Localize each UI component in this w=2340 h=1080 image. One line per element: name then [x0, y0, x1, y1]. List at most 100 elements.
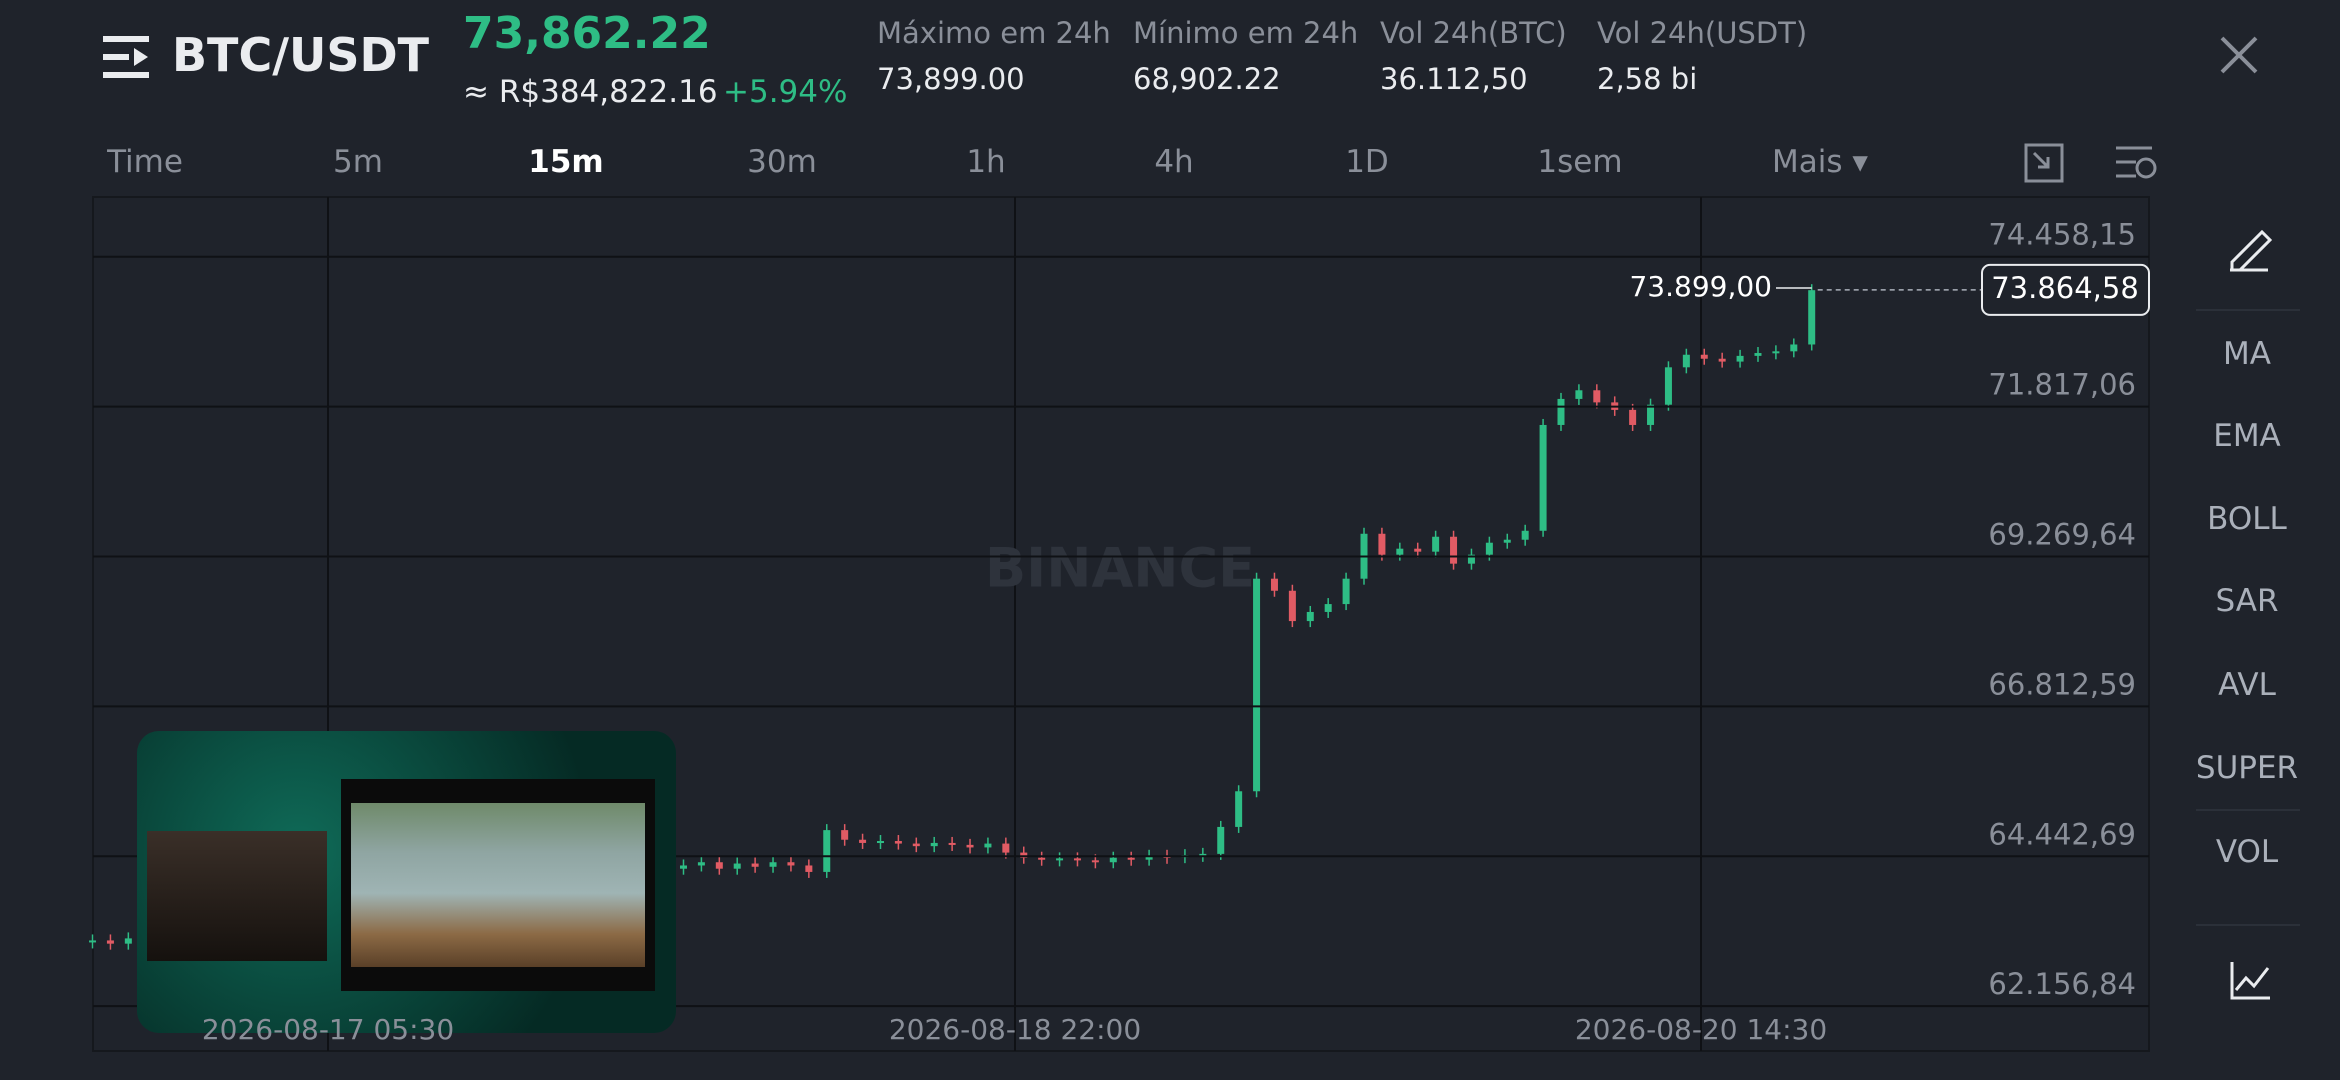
- stat-value: 2,58 bi: [1597, 62, 1698, 96]
- indicator[interactable]: BOLL: [2207, 501, 2287, 537]
- candle: [1306, 611, 1314, 622]
- stat-label: Vol 24h(BTC): [1380, 16, 1567, 50]
- candle: [1145, 855, 1153, 860]
- candle: [876, 841, 884, 844]
- interval-tab[interactable]: 1sem: [1537, 144, 1623, 180]
- video-overlay[interactable]: [137, 731, 676, 1033]
- menu-icon[interactable]: [103, 36, 149, 78]
- stat-value: 73,899.00: [877, 62, 1025, 96]
- candle: [1127, 857, 1135, 860]
- candle: [1217, 826, 1225, 854]
- interval-tab[interactable]: Time: [107, 144, 183, 180]
- y-tick-label: 71.817,06: [1988, 368, 2136, 402]
- candle: [1772, 351, 1780, 354]
- indicator[interactable]: AVL: [2218, 667, 2276, 703]
- interval-tab[interactable]: 30m: [747, 144, 817, 180]
- candle: [1700, 354, 1708, 359]
- settings-icon[interactable]: [2116, 146, 2157, 179]
- candle: [1682, 354, 1690, 368]
- video-image: [351, 803, 645, 967]
- candle: [1199, 853, 1207, 856]
- candle: [1790, 344, 1798, 352]
- candle: [1467, 554, 1475, 564]
- candle: [1109, 857, 1117, 863]
- indicator[interactable]: SUPER: [2195, 750, 2299, 786]
- fiat-price: ≈ R$384,822.16: [463, 74, 718, 110]
- candle: [1235, 791, 1243, 827]
- candle: [823, 830, 831, 872]
- candle: [1396, 548, 1404, 555]
- candle: [1038, 857, 1046, 860]
- close-icon[interactable]: [2220, 36, 2258, 74]
- stat-value: 68,902.22: [1133, 62, 1281, 96]
- candle: [1575, 390, 1583, 399]
- indicator[interactable]: EMA: [2213, 418, 2281, 454]
- candle: [1485, 542, 1493, 555]
- candle: [948, 842, 956, 845]
- candle: [1091, 860, 1099, 863]
- candle: [966, 844, 974, 848]
- change: +5.94%: [723, 74, 848, 110]
- candle: [1432, 536, 1440, 552]
- candle: [805, 865, 813, 872]
- indicator[interactable]: MA: [2223, 336, 2271, 372]
- y-tick-label: 69.269,64: [1988, 517, 2136, 551]
- y-tick-label: 74.458,15: [1988, 218, 2136, 252]
- stat-label: Máximo em 24h: [877, 16, 1111, 50]
- candle: [1557, 398, 1565, 425]
- interval-tab[interactable]: 1D: [1345, 144, 1389, 180]
- current-price-box: [1981, 263, 2150, 316]
- candle: [1593, 390, 1601, 403]
- indicator[interactable]: VOL: [2215, 834, 2279, 870]
- candle: [1056, 858, 1064, 861]
- stat-value: 36.112,50: [1380, 62, 1528, 96]
- stat-label: Mínimo em 24h: [1133, 16, 1359, 50]
- candle: [787, 862, 795, 866]
- last-price: 73,862.22: [463, 8, 711, 59]
- webcam: [147, 831, 327, 961]
- stat-label: Vol 24h(USDT): [1597, 16, 1808, 50]
- candle: [1521, 530, 1529, 540]
- interval-tab[interactable]: 1h: [966, 144, 1006, 180]
- candle: [1288, 590, 1296, 622]
- candle: [1539, 424, 1547, 531]
- interval-tab[interactable]: 4h: [1154, 144, 1194, 180]
- candle: [733, 863, 741, 869]
- fullscreen-icon[interactable]: [2024, 143, 2064, 183]
- time-label: 2026-08-17 05:30: [201, 1013, 455, 1046]
- candle: [984, 843, 992, 848]
- interval-tab[interactable]: Mais ▾: [1772, 144, 1868, 180]
- candle: [1754, 353, 1762, 356]
- candle: [1808, 290, 1816, 345]
- candle: [697, 862, 705, 866]
- candle: [1253, 578, 1261, 792]
- pencil-icon[interactable]: [2230, 229, 2273, 272]
- indicator[interactable]: SAR: [2215, 583, 2279, 619]
- watermark: BINANCE: [985, 537, 1255, 600]
- candle: [1718, 358, 1726, 362]
- candle: [89, 940, 97, 943]
- candle: [1020, 852, 1028, 858]
- chart-icon[interactable]: [2230, 962, 2270, 1000]
- high-marker-label: 73.899,00: [1629, 270, 1772, 303]
- candle: [1073, 858, 1081, 861]
- candle: [912, 843, 920, 847]
- candle: [1647, 404, 1655, 425]
- time-label: 2026-08-18 22:00: [888, 1013, 1142, 1046]
- candle: [859, 839, 867, 843]
- interval-tab[interactable]: 5m: [333, 144, 383, 180]
- candle: [1664, 367, 1672, 405]
- time-label: 2026-08-20 14:30: [1574, 1013, 1828, 1046]
- candle: [751, 863, 759, 867]
- candle: [1270, 578, 1278, 591]
- interval-tab[interactable]: 15m: [528, 144, 604, 180]
- candle: [1629, 409, 1637, 425]
- candle: [124, 938, 132, 944]
- video-frame: [341, 779, 655, 991]
- candle: [841, 830, 849, 840]
- candle: [715, 862, 723, 869]
- candle: [930, 842, 938, 847]
- candle: [894, 841, 902, 844]
